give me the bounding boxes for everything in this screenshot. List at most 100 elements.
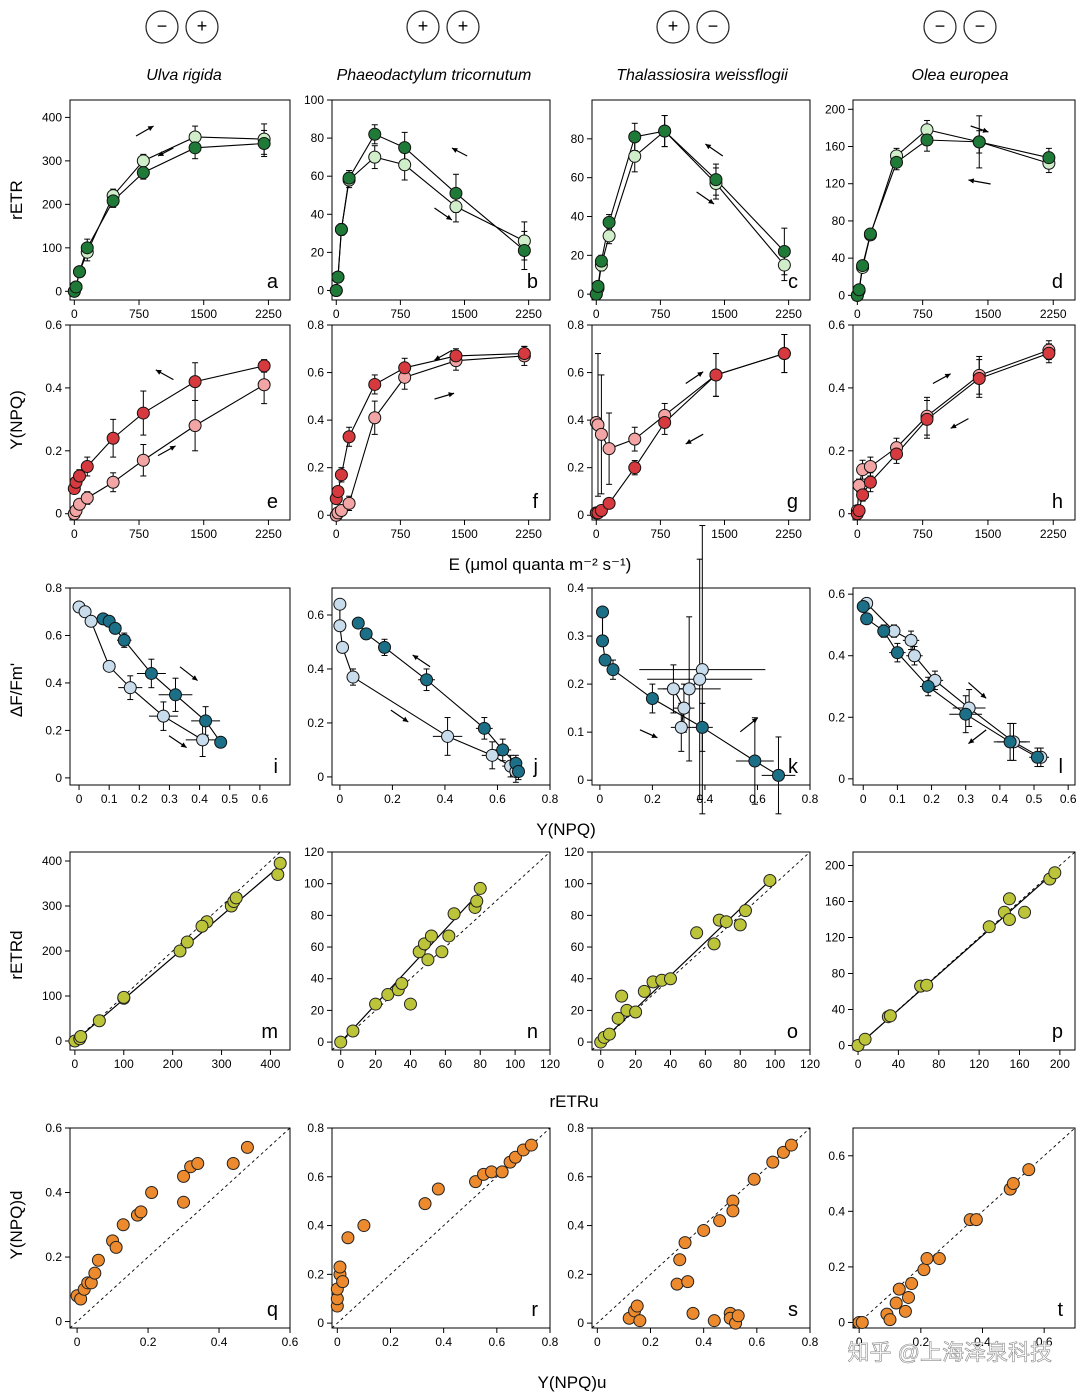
x-tick-label-r-1: 0.2 [382, 1335, 399, 1349]
y-tick-label-t-1: 0.2 [828, 1260, 845, 1274]
x-tick-label-i-1: 0.1 [101, 792, 118, 806]
point-n-12 [442, 929, 456, 943]
point-p-8 [1002, 892, 1016, 906]
x-tick-label-i-3: 0.3 [161, 792, 178, 806]
point-q-13 [177, 1169, 191, 1183]
point-n-0 [334, 1035, 348, 1049]
y-tick-label-b-3: 60 [311, 169, 325, 183]
x-tick-label-o-4: 80 [734, 1057, 748, 1071]
x-tick-label-l-4: 0.4 [992, 792, 1009, 806]
point-c-0-7 [777, 258, 791, 272]
point-h-1-6 [972, 371, 986, 385]
x-tick-label-l-1: 0.1 [889, 792, 906, 806]
panel-label-g: g [787, 491, 798, 513]
panel-frame-i [69, 587, 291, 786]
series-line-c-1 [595, 130, 785, 295]
series-line-h-0 [856, 349, 1050, 511]
point-s-21 [784, 1138, 798, 1152]
point-h-1-4 [890, 447, 904, 461]
point-g-1-6 [709, 368, 723, 382]
panel-label-c: c [788, 271, 798, 293]
y-tick-label-n-0: 0 [317, 1035, 324, 1049]
y-tick-label-e-1: 0.2 [45, 444, 62, 458]
symbol-pair-ulva: − + [145, 10, 219, 44]
point-q-6 [91, 1253, 105, 1267]
point-o-3 [611, 1011, 625, 1025]
panel-frame-k [591, 587, 811, 786]
panel-label-q: q [267, 1299, 278, 1321]
x-tick-label-r-2: 0.4 [435, 1335, 452, 1349]
panel-g: 0 750 1500 2250 0 0.2 0.4 0.6 0.8 g [567, 318, 811, 541]
point-j-0-1 [333, 619, 347, 633]
y-tick-label-k-3: 0.3 [567, 629, 584, 643]
y-tick-label-q-3: 0.6 [45, 1121, 62, 1135]
x-tick-label-i-6: 0.6 [252, 792, 269, 806]
point-l-0-3 [907, 649, 921, 663]
point-b-1-4 [368, 127, 382, 141]
point-k-1-1 [596, 634, 610, 648]
point-i-1-6 [199, 714, 213, 728]
point-b-1-7 [517, 243, 531, 257]
y-tick-label-g-3: 0.6 [567, 366, 584, 380]
panel-label-f: f [532, 491, 538, 513]
point-n-15 [470, 894, 484, 908]
y-tick-label-a-3: 300 [42, 154, 62, 168]
point-l-1-4 [921, 680, 935, 693]
point-p-1 [858, 1032, 872, 1046]
series-line-b-0 [335, 156, 525, 291]
point-s-3 [633, 1314, 647, 1328]
point-n-9 [421, 953, 435, 967]
point-s-18 [747, 1172, 761, 1186]
point-g-0-4 [628, 432, 642, 446]
point-g-1-4 [628, 461, 642, 475]
point-d-1-5 [920, 133, 934, 147]
y-tick-label-n-6: 120 [304, 845, 324, 859]
point-r-6 [341, 1231, 355, 1245]
point-m-12 [229, 891, 243, 905]
point-o-7 [637, 984, 651, 998]
point-b-1-2 [334, 223, 348, 237]
point-f-1-5 [398, 361, 412, 375]
arrow-head-i-1 [180, 742, 187, 748]
x-tick-label-n-2: 40 [404, 1057, 418, 1071]
series-line-g-1 [596, 353, 785, 514]
point-o-15 [733, 918, 747, 932]
x-tick-label-f-0: 0 [333, 527, 340, 541]
y-tick-label-b-0: 0 [317, 283, 324, 297]
x-tick-label-o-3: 60 [699, 1057, 713, 1071]
point-o-17 [763, 874, 777, 888]
point-s-4 [670, 1277, 684, 1291]
y-tick-label-r-0: 0 [317, 1316, 324, 1330]
point-h-0-3 [863, 460, 877, 474]
identity-line-n [331, 851, 551, 1051]
point-s-5 [673, 1253, 687, 1267]
panel-h: 0 750 1500 2250 0 0.2 0.4 0.6 h [828, 318, 1076, 541]
point-a-1-2 [72, 265, 86, 279]
point-g-1-5 [658, 416, 672, 429]
y-tick-label-m-4: 400 [42, 854, 62, 868]
x-tick-label-n-0: 0 [337, 1057, 344, 1071]
row4-y-title: rETRd [7, 930, 26, 979]
point-f-1-7 [517, 347, 531, 361]
y-tick-label-r-2: 0.4 [307, 1219, 324, 1233]
y-tick-label-o-4: 80 [571, 908, 585, 922]
point-r-4 [333, 1260, 347, 1274]
x-tick-label-d-2: 1500 [975, 307, 1002, 321]
point-i-0-2 [84, 614, 98, 628]
point-g-0-3 [602, 442, 616, 456]
arrow-head-j-1 [402, 716, 409, 722]
point-j-0-4 [441, 729, 455, 743]
panel-i: 0 0.1 0.2 0.3 0.4 0.5 0.6 0 0.2 0.4 0.6 0.8 i [45, 581, 291, 806]
y-tick-label-g-0: 0 [577, 508, 584, 522]
species-label-olea: Olea europea [912, 67, 1009, 84]
y-tick-label-m-1: 100 [42, 989, 62, 1003]
row5-y-title: Y(NPQ)d [7, 1191, 26, 1260]
point-r-5 [336, 1275, 350, 1289]
panel-frame-s [591, 1127, 811, 1329]
y-tick-label-j-1: 0.2 [307, 716, 324, 730]
point-t-8 [905, 1277, 919, 1291]
point-r-17 [524, 1138, 538, 1152]
arrow-head-j-0 [412, 654, 419, 661]
y-tick-label-q-1: 0.2 [45, 1250, 62, 1264]
